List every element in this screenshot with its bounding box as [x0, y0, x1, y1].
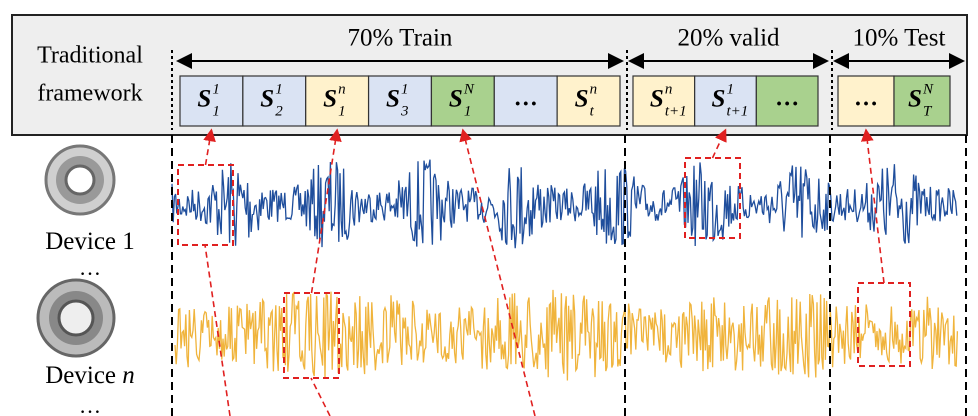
segment-box — [305, 75, 370, 127]
segment-label: … — [854, 86, 878, 112]
segment-sup: N — [463, 81, 475, 97]
segment-sub: t — [590, 103, 595, 119]
segment-sup: n — [590, 81, 598, 97]
segment-box — [367, 75, 433, 127]
segment-sub: 3 — [400, 103, 409, 119]
sample-arrow — [204, 244, 231, 416]
segment-sup: 1 — [401, 81, 409, 97]
segment-sup: 1 — [212, 81, 220, 97]
segment-base: S — [908, 86, 922, 113]
device-name: Device — [45, 362, 116, 389]
split-label: 10% Test — [853, 25, 946, 52]
bearing-icon — [44, 144, 116, 216]
sample-arrow — [310, 377, 331, 416]
segment-base: S — [650, 86, 664, 113]
header-label: Traditional — [37, 43, 143, 69]
sample-arrow — [203, 128, 216, 166]
sample-arrow — [711, 128, 727, 159]
segment-base: S — [197, 86, 211, 113]
segment-sub: 1 — [212, 103, 220, 119]
segment-sub: 2 — [275, 103, 283, 119]
segment-box — [242, 75, 307, 127]
segment-sup: n — [338, 81, 346, 97]
segment-base: S — [323, 86, 337, 113]
sample-arrow — [310, 128, 342, 294]
sample-arrow — [860, 128, 885, 284]
device-var: n — [122, 362, 135, 389]
segment-box — [694, 75, 757, 127]
segment-base: S — [712, 86, 726, 113]
segment-base: S — [449, 86, 463, 113]
segment-sub: t+1 — [727, 103, 749, 119]
segment-label: … — [775, 86, 799, 112]
segment-sub: 1 — [464, 103, 472, 119]
ellipsis: … — [79, 393, 101, 416]
segment-sup: N — [922, 81, 934, 97]
split-label: 20% valid — [677, 25, 780, 52]
segment-sup: n — [665, 81, 673, 97]
header-label: framework — [37, 81, 142, 107]
device-label: Device 1 — [45, 228, 135, 255]
ellipsis: … — [79, 255, 101, 280]
segment-sub: T — [923, 103, 933, 119]
segment-box — [632, 75, 696, 127]
sample-arrow — [459, 128, 536, 416]
sample-window — [684, 157, 741, 239]
segment-box — [430, 75, 495, 127]
bearing-icon — [36, 278, 116, 358]
segment-base: S — [386, 86, 400, 113]
segment-sub: t+1 — [665, 103, 687, 119]
segment-box — [893, 75, 951, 127]
segment-box — [556, 75, 621, 127]
waveform — [171, 159, 958, 249]
segment-box — [179, 75, 244, 127]
device-name: Device 1 — [45, 228, 135, 255]
segment-box — [755, 75, 819, 127]
segment-sup: 1 — [727, 81, 735, 97]
device-label: Device n — [45, 362, 135, 389]
segment-sub: 1 — [338, 103, 346, 119]
segment-base: S — [575, 86, 589, 113]
segment-base: S — [260, 86, 274, 113]
segment-label: … — [514, 86, 538, 112]
segment-sup: 1 — [275, 81, 283, 97]
waveform — [174, 289, 959, 381]
split-label: 70% Train — [348, 25, 453, 52]
